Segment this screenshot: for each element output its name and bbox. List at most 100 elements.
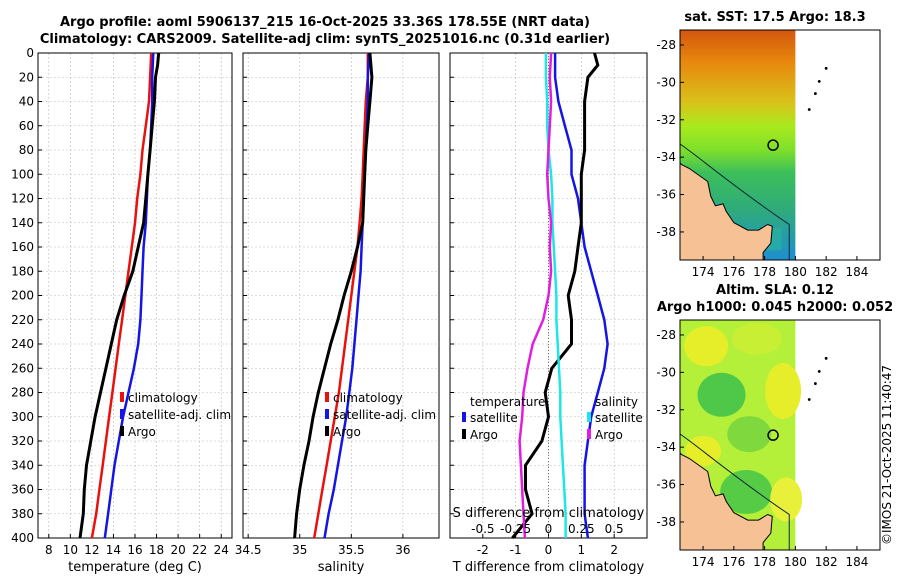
x-tick-label: 18 — [149, 543, 164, 557]
sla-map-title: Altim. SLA: 0.12 — [716, 283, 834, 298]
y-tick-label: 0 — [26, 46, 34, 60]
map-y-tick-label: -30 — [656, 75, 676, 89]
map-x-tick-label: 176 — [722, 265, 745, 279]
salinity-diff-axis-label: S difference from climatology — [453, 506, 645, 521]
map-y-tick-label: -36 — [656, 188, 676, 202]
sla-map: 174 176 178 180 182 184 -28 -30 -32 -34 -36 -38 — [656, 319, 881, 569]
island-marker — [817, 370, 821, 373]
x-tick-label: 16 — [127, 543, 142, 557]
sst-map: 174 176 178 180 182 184 -28 -30 -32 -34 -36 -38 — [656, 29, 881, 279]
x-tick-label: 22 — [192, 543, 207, 557]
legend-label: climatology — [128, 391, 198, 405]
series-line-s-argo — [518, 52, 553, 539]
legend-swatch — [120, 409, 124, 419]
title-line-1: Argo profile: aoml 5906137_215 16-Oct-20… — [59, 15, 591, 30]
island-marker — [824, 356, 828, 360]
x-axis-label: salinity — [318, 560, 365, 575]
x-tick-label: -1 — [510, 543, 522, 557]
series-line-t-satellite — [553, 53, 609, 539]
map-y-tick-label: -38 — [656, 515, 676, 529]
x-tick-label: 20 — [170, 543, 185, 557]
sla-anomaly-blob — [697, 372, 746, 417]
map-x-tick-label: 182 — [815, 265, 838, 279]
legend-label: Argo — [128, 425, 156, 439]
x-tick-label: 14 — [106, 543, 121, 557]
y-tick-label: 340 — [11, 458, 34, 472]
legend-label: satellite-adj. clim — [333, 408, 436, 422]
land-north-island — [680, 452, 773, 550]
x-tick-label: 0 — [545, 543, 553, 557]
map-x-tick-label: 176 — [722, 555, 745, 569]
argo-position-marker — [767, 429, 779, 441]
s-tick-label: 0.25 — [568, 522, 595, 536]
island-marker — [824, 66, 828, 70]
x-tick-label: 8 — [45, 543, 53, 557]
island-marker — [807, 108, 811, 111]
x-axis-label: temperature (deg C) — [68, 560, 202, 575]
sla-anomaly-blob — [765, 363, 802, 420]
x-tick-label: 34.5 — [235, 543, 262, 557]
bathymetry-contour — [680, 433, 790, 550]
legend-swatch — [325, 392, 329, 402]
y-tick-label: 320 — [11, 434, 34, 448]
y-tick-label: 220 — [11, 313, 34, 327]
map-frame — [679, 29, 881, 261]
map-y-tick-label: -34 — [656, 440, 676, 454]
y-tick-label: 200 — [11, 289, 34, 303]
sla-anomaly-blob — [720, 470, 773, 515]
legend-swatch — [325, 409, 329, 419]
x-tick-label: 12 — [84, 543, 99, 557]
y-tick-label: 260 — [11, 361, 34, 375]
map-y-tick-label: -32 — [656, 403, 676, 417]
legend-swatch — [120, 392, 124, 402]
y-tick-label: 240 — [11, 337, 34, 351]
land-north-island — [680, 162, 773, 260]
map-y-tick-label: -36 — [656, 478, 676, 492]
x-tick-label: 10 — [63, 543, 78, 557]
x-tick-label: 35.5 — [338, 543, 365, 557]
sla-anomaly-blob — [727, 416, 772, 453]
x-tick-label: 35 — [292, 543, 307, 557]
temperature-profile-panel: 8 10 12 14 16 18 20 22 24 temperature (deg C) 0 20 4… — [11, 46, 233, 575]
s-tick-label: -0.25 — [500, 522, 531, 536]
island-marker — [817, 80, 821, 83]
map-y-tick-label: -38 — [656, 225, 676, 239]
sla-anomaly-blob — [731, 322, 782, 355]
sla-map-subtitle: Argo h1000: 0.045 h2000: 0.052 — [656, 300, 894, 315]
y-tick-label: 180 — [11, 264, 34, 278]
map-x-tick-label: 180 — [784, 555, 807, 569]
map-x-tick-label: 178 — [753, 555, 776, 569]
x-tick-label: 24 — [214, 543, 229, 557]
sla-map-field — [680, 320, 802, 550]
island-marker — [813, 92, 817, 95]
legend-label: Argo — [595, 428, 623, 442]
legend-label: satellite — [470, 411, 518, 425]
map-x-tick-label: 174 — [692, 555, 715, 569]
legend-swatch — [120, 426, 124, 436]
y-tick-label: 160 — [11, 240, 34, 254]
y-tick-label: 60 — [19, 119, 34, 133]
island-marker — [807, 398, 811, 401]
argo-position-marker — [767, 139, 779, 151]
legend-label: Argo — [333, 425, 361, 439]
legend-swatch — [462, 429, 466, 439]
series-line-argo — [293, 52, 374, 539]
s-tick-label: -0.5 — [471, 522, 494, 536]
map-x-tick-label: 180 — [784, 265, 807, 279]
legend-label: Argo — [470, 428, 498, 442]
y-tick-label: 400 — [11, 531, 34, 545]
island-marker — [813, 382, 817, 385]
legend-swatch — [587, 412, 591, 422]
sla-anomaly-blob — [770, 477, 802, 522]
y-tick-label: 280 — [11, 386, 34, 400]
title-line-2: Climatology: CARS2009. Satellite-adj cli… — [39, 32, 611, 47]
map-y-tick-label: -28 — [656, 328, 676, 342]
legend-label: satellite — [595, 411, 643, 425]
map-x-tick-label: 184 — [845, 265, 868, 279]
legend-title-salinity: salinity — [595, 395, 638, 409]
map-y-tick-label: -28 — [656, 38, 676, 52]
sst-map-title: sat. SST: 17.5 Argo: 18.3 — [684, 10, 866, 25]
map-x-tick-label: 174 — [692, 265, 715, 279]
s-tick-label: 0.5 — [605, 522, 624, 536]
